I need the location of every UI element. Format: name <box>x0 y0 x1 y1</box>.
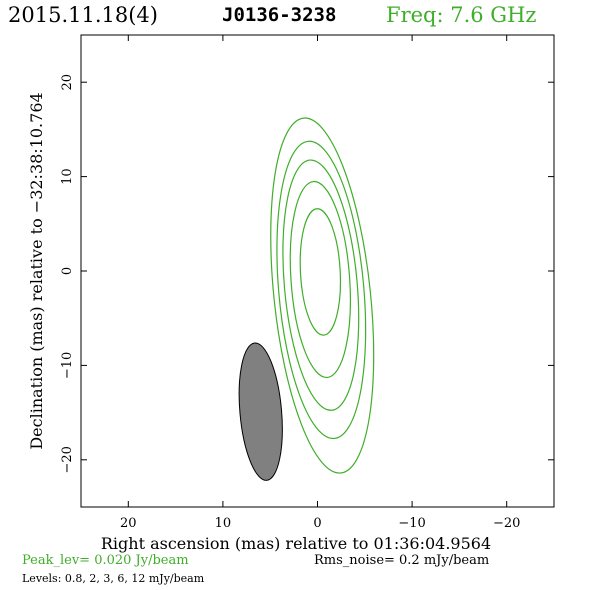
rms-noise: Rms_noise= 0.2 mJy/beam <box>314 553 490 568</box>
x-tick-label: 0 <box>313 516 321 531</box>
contour-levels: Levels: 0.8, 2, 3, 6, 12 mJy/beam <box>22 572 205 585</box>
y-tick-label: 0 <box>60 267 75 275</box>
epoch-date: 2015.11.18(4) <box>8 3 158 27</box>
source-name: J0136-3238 <box>222 4 337 26</box>
y-tick-label: −20 <box>60 446 75 473</box>
beam-group <box>238 342 283 481</box>
tick-labels: 20 10 0 −10 −20 20 10 0 −10 −20 <box>60 74 520 531</box>
contour-level-12 <box>299 208 342 336</box>
contour-level-2 <box>276 140 367 440</box>
x-axis-label: Right ascension (mas) relative to 01:36:… <box>101 534 491 553</box>
frequency-label: Freq: 7.6 GHz <box>386 3 537 27</box>
x-tick-label: 20 <box>120 516 137 531</box>
x-tick-label: −10 <box>398 516 425 531</box>
y-tick-label: −10 <box>60 352 75 379</box>
contour-level-6 <box>289 180 351 379</box>
axis-ticks <box>81 35 554 507</box>
peak-level: Peak_lev= 0.020 Jy/beam <box>22 553 189 568</box>
contour-level-0p8 <box>270 117 375 474</box>
y-tick-label: 10 <box>60 168 75 185</box>
restoring-beam <box>238 342 283 481</box>
x-tick-label: 10 <box>215 516 232 531</box>
contour-group <box>270 117 375 474</box>
contour-level-3 <box>282 159 360 411</box>
x-tick-label: −20 <box>493 516 520 531</box>
plot-frame <box>80 34 555 508</box>
y-tick-label: 20 <box>60 74 75 91</box>
y-axis-label: Declination (mas) relative to −32:38:10.… <box>27 92 46 449</box>
